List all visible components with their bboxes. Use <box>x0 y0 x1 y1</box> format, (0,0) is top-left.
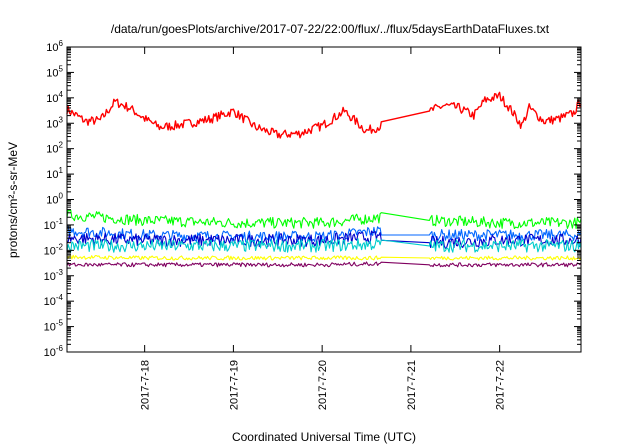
y-tick-label: 102 <box>46 141 63 156</box>
y-tick-label: 10-1 <box>44 217 64 232</box>
y-tick-label: 103 <box>46 115 63 130</box>
x-tick-label: 2017-7-18 <box>140 360 152 410</box>
y-tick-label: 105 <box>46 64 63 79</box>
y-tick-label: 10-5 <box>44 319 64 334</box>
y-tick-label: 10-2 <box>44 242 64 257</box>
x-tick-label: 2017-7-22 <box>495 360 507 410</box>
y-tick-label: 10-4 <box>44 293 64 308</box>
x-tick-label: 2017-7-21 <box>406 360 418 410</box>
x-axis: 2017-7-18 2017-7-19 2017-7-20 2017-7-21 2017… <box>140 47 507 410</box>
series-line-6 <box>66 261 582 268</box>
y-tick-label: 10-3 <box>44 268 64 283</box>
y-axis-label: protons/cm²-s-sr-MeV <box>6 142 20 258</box>
series-layer <box>66 91 582 268</box>
plot-frame <box>66 46 582 353</box>
y-axis: 10-6 10-5 10-4 10-3 10-2 10-1 100 101 102 103 104 1… <box>44 39 581 359</box>
y-tick-label: 100 <box>46 192 63 207</box>
y-tick-label: 101 <box>46 166 63 181</box>
y-tick-label: 106 <box>46 39 63 54</box>
series-line-0 <box>66 91 582 139</box>
x-tick-label: 2017-7-19 <box>228 360 240 410</box>
series-line-5 <box>66 254 582 261</box>
y-tick-label: 104 <box>46 90 63 105</box>
series-line-4 <box>66 238 582 253</box>
series-line-1 <box>66 209 582 230</box>
y-tick-label: 10-6 <box>44 344 64 359</box>
chart-title: /data/run/goesPlots/archive/2017-07-22/2… <box>111 22 550 36</box>
x-axis-label: Coordinated Universal Time (UTC) <box>232 430 416 444</box>
x-tick-label: 2017-7-20 <box>317 360 329 410</box>
